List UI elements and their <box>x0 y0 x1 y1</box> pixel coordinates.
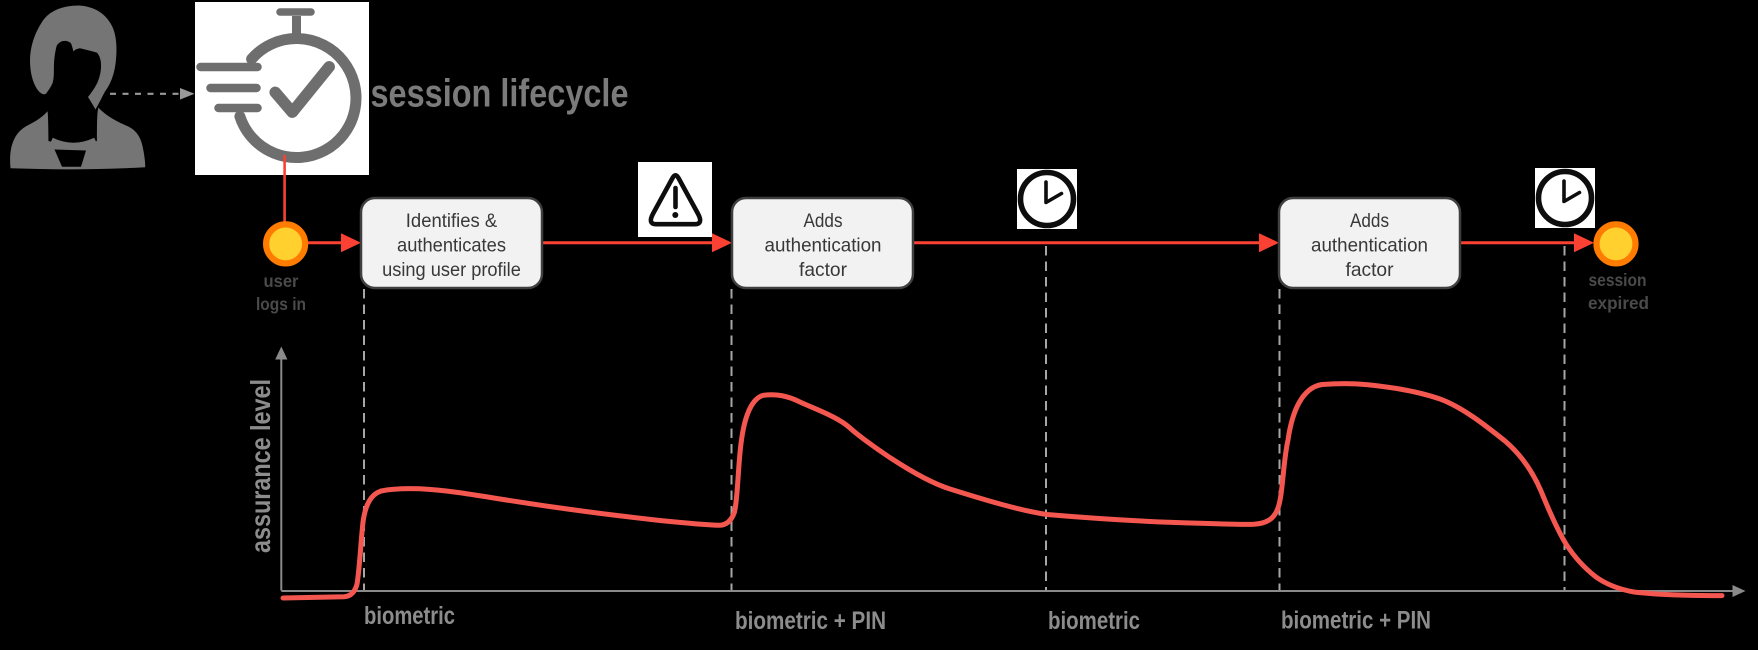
svg-text:authentication: authentication <box>1311 235 1428 257</box>
svg-text:session lifecycle: session lifecycle <box>371 73 629 116</box>
svg-text:logs in: logs in <box>256 294 306 314</box>
svg-text:authentication: authentication <box>765 235 882 257</box>
svg-text:authenticates: authenticates <box>397 235 506 257</box>
svg-text:using user profile: using user profile <box>382 259 521 281</box>
svg-text:session: session <box>1589 270 1647 290</box>
svg-text:assurance level: assurance level <box>245 379 276 553</box>
svg-text:biometric: biometric <box>1048 607 1140 635</box>
svg-text:expired: expired <box>1588 293 1649 313</box>
svg-text:factor: factor <box>799 259 847 281</box>
svg-text:biometric: biometric <box>364 602 455 630</box>
svg-text:biometric + PIN: biometric + PIN <box>1281 607 1431 635</box>
svg-text:Identifies &: Identifies & <box>406 210 497 232</box>
svg-text:Adds: Adds <box>1350 210 1389 232</box>
svg-text:user: user <box>264 271 299 291</box>
svg-text:factor: factor <box>1346 259 1394 281</box>
svg-text:Adds: Adds <box>804 210 843 232</box>
svg-text:biometric + PIN: biometric + PIN <box>735 607 886 635</box>
